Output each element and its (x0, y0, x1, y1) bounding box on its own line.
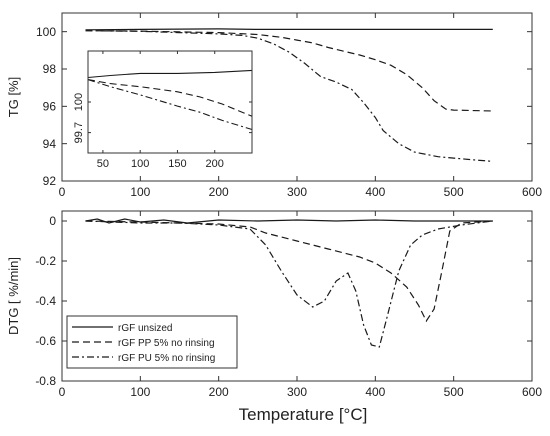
dtg-y-axis-label: DTG [ %/min] (6, 257, 21, 335)
dtg-series-2-line (85, 220, 493, 323)
dtg-y-tick-label: -0.2 (35, 254, 56, 268)
tg-x-tick-label: 100 (130, 185, 150, 199)
inset-y-tick-label: 99.7 (73, 122, 85, 143)
dtg-x-tick-label: 200 (209, 385, 229, 399)
dtg-y-tick-label: -0.8 (35, 374, 56, 388)
legend-label-3: rGF PU 5% no rinsing (118, 353, 215, 364)
tg-x-tick-label: 400 (365, 185, 385, 199)
dtg-x-tick-label: 600 (522, 385, 542, 399)
inset-plot-area (88, 51, 252, 153)
tg-y-tick-label: 100 (36, 25, 56, 39)
tg-inset-panel: 50 100 150 200 99.7 100 (73, 50, 253, 170)
inset-x-tick-label: 100 (131, 158, 149, 170)
legend: rGF unsized rGF PP 5% no rinsing rGF PU 5%… (66, 315, 238, 369)
dtg-x-tick-label: 100 (130, 385, 150, 399)
tg-x-tick-label: 200 (209, 185, 229, 199)
dtg-y-tick-label: -0.6 (35, 334, 56, 348)
dtg-x-tick-label: 500 (444, 385, 464, 399)
dtg-panel: 0 100 200 300 400 500 600 -0.8 -0.6 -0.4 -0.2 0 DTG … (6, 210, 542, 399)
inset-x-tick-label: 150 (168, 158, 186, 170)
tg-panel: 0 100 200 300 400 500 600 92 94 96 98 100 TG [%] (6, 12, 542, 199)
tg-y-axis-label: TG [%] (6, 77, 21, 117)
tg-series-1-line (85, 28, 493, 31)
dtg-x-tick-label: 300 (287, 385, 307, 399)
x-axis-label: Temperature [°C] (239, 405, 368, 424)
dtg-series-3-line (85, 220, 493, 348)
dtg-x-tick-label: 400 (365, 385, 385, 399)
inset-series-2-line (87, 79, 253, 117)
tg-x-tick-label: 600 (522, 185, 542, 199)
inset-x-tick-label: 200 (206, 158, 224, 170)
dtg-y-tick-label: -0.4 (35, 294, 56, 308)
legend-label-1: rGF unsized (118, 323, 172, 334)
tg-series-2-line (85, 30, 493, 112)
tg-y-tick-label: 96 (43, 100, 57, 114)
dtg-x-tick-label: 0 (59, 385, 66, 399)
tg-y-tick-label: 92 (43, 174, 57, 188)
tg-x-tick-label: 0 (59, 185, 66, 199)
tg-y-tick-label: 94 (43, 137, 57, 151)
legend-label-2: rGF PP 5% no rinsing (118, 338, 215, 349)
tg-y-tick-label: 98 (43, 62, 57, 76)
inset-y-tick-label: 100 (73, 93, 85, 111)
tg-series-3-line (85, 30, 493, 162)
tg-x-tick-label: 500 (444, 185, 464, 199)
inset-series-3-line (87, 79, 253, 131)
inset-x-tick-label: 50 (97, 158, 109, 170)
dtg-y-tick-label: 0 (49, 214, 56, 228)
tg-x-tick-label: 300 (287, 185, 307, 199)
inset-series-1-line (87, 69, 253, 79)
